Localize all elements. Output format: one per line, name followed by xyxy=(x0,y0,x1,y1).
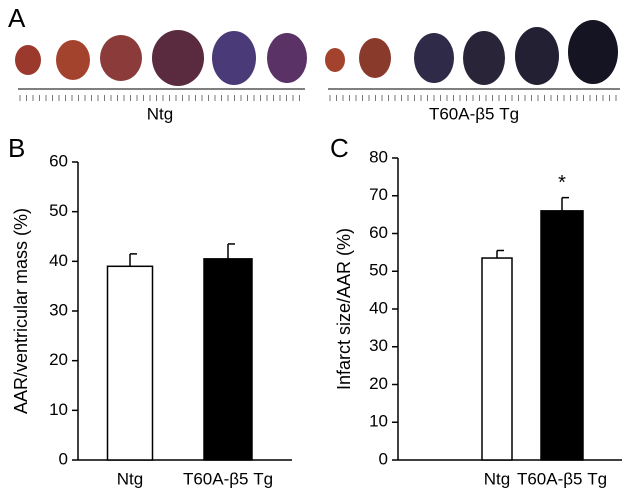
x-tick-label: Ntg xyxy=(117,469,143,488)
panel-label: B xyxy=(8,133,25,163)
y-tick-label: 0 xyxy=(59,449,68,468)
y-tick-label: 30 xyxy=(369,336,388,355)
x-tick-label: Ntg xyxy=(484,469,510,488)
y-tick-label: 80 xyxy=(369,147,388,166)
panel-label: C xyxy=(330,133,349,163)
y-tick-label: 60 xyxy=(369,223,388,242)
heart-photos xyxy=(15,20,618,86)
y-tick-label: 70 xyxy=(369,185,388,204)
x-tick-label: T60A-β5 Tg xyxy=(517,469,607,488)
y-tick-label: 40 xyxy=(369,298,388,317)
y-tick-label: 50 xyxy=(369,261,388,280)
x-tick-label: T60A-β5 Tg xyxy=(183,469,273,488)
y-tick-label: 50 xyxy=(49,201,68,220)
y-tick-label: 30 xyxy=(49,300,68,319)
y-tick-label: 60 xyxy=(49,151,68,170)
bar xyxy=(540,210,584,461)
y-tick-label: 40 xyxy=(49,251,68,270)
y-tick-label: 20 xyxy=(49,350,68,369)
group-label: T60A-β5 Tg xyxy=(429,104,519,123)
annotation: * xyxy=(558,172,566,194)
y-axis-label: Infarct size/AAR (%) xyxy=(334,228,354,390)
bar xyxy=(106,265,154,461)
group-label: Ntg xyxy=(147,104,173,123)
y-tick-label: 10 xyxy=(49,400,68,419)
y-tick-label: 20 xyxy=(369,374,388,393)
bar xyxy=(481,257,513,461)
y-tick-label: 10 xyxy=(369,412,388,431)
panel-label: A xyxy=(8,3,26,33)
scale-ruler xyxy=(19,95,617,101)
y-tick-label: 0 xyxy=(379,449,388,468)
bar xyxy=(203,258,253,461)
y-axis-label: AAR/ventricular mass (%) xyxy=(11,208,31,414)
